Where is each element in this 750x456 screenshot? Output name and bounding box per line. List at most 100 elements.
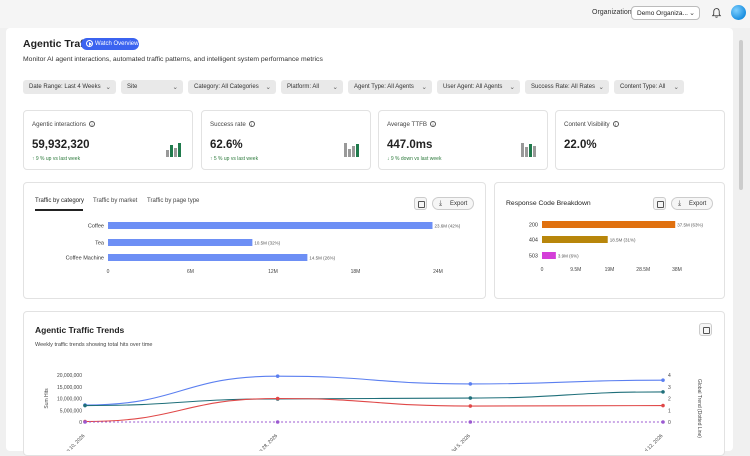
filter-date-range[interactable]: Date Range: Last 4 Weeks ⌄	[23, 80, 116, 94]
kpi-label-wrap: Content Visibility i	[564, 121, 619, 128]
data-point	[661, 403, 665, 408]
organization-value: Demo Organiza...	[637, 10, 688, 17]
scrollbar-thumb[interactable]	[739, 40, 743, 190]
bar-chart-icon	[166, 143, 182, 157]
category-label: 503	[529, 254, 538, 260]
filter-label: Date Range: Last 4 Weeks	[29, 83, 101, 90]
active-tab-indicator	[35, 209, 83, 211]
trends-title: Agentic Traffic Trends	[35, 325, 125, 335]
data-point	[468, 420, 473, 424]
kpi-delta: ↑ 9 % up vs last week	[32, 156, 81, 162]
bar	[542, 221, 676, 228]
kpi-value: 22.0%	[564, 139, 597, 151]
filter-category[interactable]: Category: All Categories ⌄	[188, 80, 276, 94]
x-tick-label: 18M	[351, 269, 361, 275]
x-tick-label: 12M	[268, 269, 278, 275]
y-axis-label: Sum Hits	[44, 388, 50, 409]
y2-tick-label: 3	[668, 385, 671, 391]
screenshot-button[interactable]	[699, 323, 712, 336]
chevron-down-icon: ⌄	[689, 10, 695, 17]
data-label: 18.5M (31%)	[610, 237, 636, 242]
organization-select[interactable]: Demo Organiza... ⌄	[631, 6, 700, 20]
organization-label: Organization	[592, 9, 632, 16]
kpi-delta: ↓ 9 % down vs last week	[387, 156, 442, 162]
filter-site[interactable]: Site ⌄	[121, 80, 183, 94]
data-point	[275, 420, 280, 424]
data-point	[275, 396, 280, 401]
kpi-label-wrap: Average TTFB i	[387, 121, 437, 128]
info-icon[interactable]: i	[89, 121, 95, 127]
x-tick-label: 19M	[605, 267, 615, 273]
category-label: Coffee Machine	[66, 256, 104, 262]
data-point	[275, 374, 280, 378]
x-tick-label: Jun 28, 2026	[254, 433, 279, 451]
x-tick-label: 28.5M	[636, 267, 650, 273]
export-label: Export	[450, 200, 468, 207]
filter-platform[interactable]: Platform: All ⌄	[281, 80, 343, 94]
bell-icon[interactable]	[711, 7, 722, 19]
filter-label: Platform: All	[287, 83, 320, 90]
play-icon	[86, 40, 93, 47]
bar	[108, 254, 308, 261]
filter-label: Site	[127, 83, 138, 90]
filter-agent-type[interactable]: Agent Type: All Agents ⌄	[348, 80, 432, 94]
kpi-card-average-ttfb: Average TTFB i 447.0ms ↓ 9 % down vs last…	[378, 110, 548, 170]
data-label: 3.9M (6%)	[558, 253, 579, 258]
bar	[108, 239, 253, 246]
filter-label: Agent Type: All Agents	[354, 83, 414, 90]
traffic-trends-line-chart: 0 5,000,000 10,000,000 15,000,000 20,000,000…	[44, 373, 702, 451]
x-tick-label: 9.5M	[570, 267, 581, 273]
chevron-down-icon: ⌄	[598, 83, 604, 91]
bar-chart-icon	[344, 143, 360, 157]
response-code-bar-chart: 200 37.5M (63%) 404 18.5M (31%) 503 3.9M (6%)…	[529, 221, 703, 273]
bar	[108, 222, 433, 229]
tab-traffic-by-category[interactable]: Traffic by category	[35, 198, 85, 204]
download-icon: ⤓	[678, 200, 682, 207]
filter-content-type[interactable]: Content Type: All ⌄	[614, 80, 684, 94]
x-tick-label: Jun 10, 2026	[62, 433, 87, 451]
kpi-value: 447.0ms	[387, 139, 433, 151]
page-title: Agentic Traffic	[23, 38, 96, 50]
bar	[542, 252, 556, 259]
tab-traffic-by-page-type[interactable]: Traffic by page type	[147, 198, 200, 204]
y2-axis-label: Global Trend (Dotted Line)	[696, 379, 702, 438]
chevron-down-icon: ⌄	[265, 83, 271, 91]
chevron-down-icon: ⌄	[172, 83, 178, 91]
filter-label: Success Rate: All Rates	[531, 83, 596, 90]
top-bar	[0, 0, 750, 28]
download-icon: ⤓	[439, 200, 443, 207]
info-icon[interactable]: i	[248, 121, 255, 127]
screenshot-button[interactable]	[414, 197, 427, 210]
export-button[interactable]: ⤓ Export	[432, 197, 474, 210]
filter-success-rate[interactable]: Success Rate: All Rates ⌄	[525, 80, 609, 94]
screenshot-button[interactable]	[653, 197, 666, 210]
info-icon[interactable]: i	[612, 121, 619, 127]
chevron-down-icon: ⌄	[332, 83, 338, 91]
export-button[interactable]: ⤓ Export	[671, 197, 713, 210]
category-label: 404	[529, 238, 538, 244]
data-point	[83, 420, 87, 424]
x-tick-label: 0	[541, 267, 544, 273]
filter-user-agent[interactable]: User Agent: All Agents ⌄	[437, 80, 520, 94]
y-tick-label: 15,000,000	[57, 385, 82, 391]
avatar[interactable]	[731, 5, 746, 20]
watch-overview-button[interactable]: Watch Overview	[81, 38, 139, 50]
series-line	[84, 397, 664, 423]
kpi-label: Average TTFB	[387, 121, 428, 128]
kpi-value: 59,932,320	[32, 139, 90, 151]
watch-overview-label: Watch Overview	[95, 40, 139, 47]
tab-traffic-by-market[interactable]: Traffic by market	[93, 198, 138, 204]
kpi-value: 62.6%	[210, 139, 243, 151]
filter-label: User Agent: All Agents	[443, 83, 503, 90]
export-label: Export	[689, 200, 707, 207]
data-point	[661, 390, 665, 394]
chevron-down-icon: ⌄	[421, 83, 427, 91]
category-bar-chart: Coffee 23.6M (42%) Tea 10.5M (32%) Coffee Ma…	[66, 222, 461, 275]
kpi-card-content-visibility: Content Visibility i 22.0%	[555, 110, 725, 170]
x-tick-label: 38M	[672, 267, 682, 273]
x-tick-label: 0	[107, 269, 110, 275]
chevron-down-icon: ⌄	[105, 83, 111, 91]
chevron-down-icon: ⌄	[509, 83, 515, 91]
info-icon[interactable]: i	[430, 121, 437, 127]
kpi-label: Content Visibility	[564, 121, 610, 128]
